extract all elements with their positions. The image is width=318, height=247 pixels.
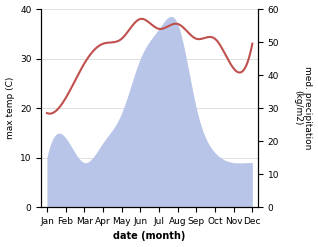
- X-axis label: date (month): date (month): [114, 231, 186, 242]
- Y-axis label: max temp (C): max temp (C): [5, 77, 15, 139]
- Y-axis label: med. precipitation
(kg/m2): med. precipitation (kg/m2): [293, 66, 313, 150]
